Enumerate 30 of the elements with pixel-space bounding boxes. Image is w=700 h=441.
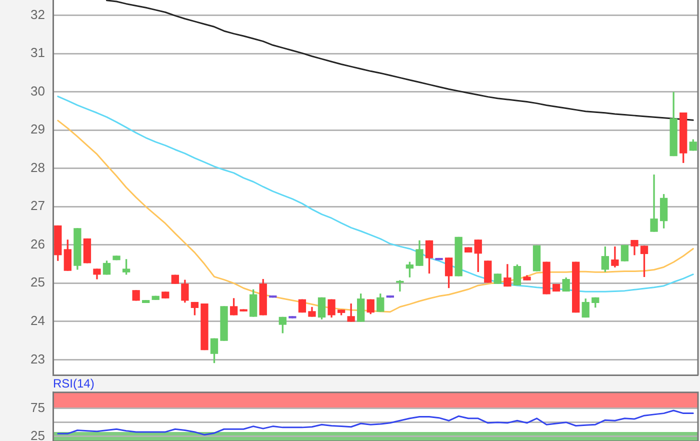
candlestick xyxy=(542,262,550,294)
y-tick-label: 27 xyxy=(30,198,45,214)
y-tick-label: 25 xyxy=(30,274,45,290)
candlestick xyxy=(435,258,443,260)
y-tick-label: 29 xyxy=(30,122,45,137)
y-tick-label: 24 xyxy=(30,313,45,328)
y-tick-label: 25 xyxy=(30,428,45,441)
candlestick xyxy=(171,274,179,284)
candlestick xyxy=(142,300,150,304)
candlestick xyxy=(552,284,560,292)
candlestick xyxy=(83,238,92,264)
candlestick xyxy=(572,262,580,313)
candlestick xyxy=(112,256,120,260)
y-tick-label: 31 xyxy=(30,45,45,60)
candlestick xyxy=(454,236,462,276)
candlestick xyxy=(484,260,492,283)
candlestick xyxy=(494,274,502,284)
candlestick xyxy=(464,247,472,252)
candlestick xyxy=(620,244,629,262)
y-tick-label: 23 xyxy=(30,351,45,366)
y-tick-label: 32 xyxy=(30,6,45,22)
chart-title: RSI(14) xyxy=(53,376,94,391)
candlestick xyxy=(220,306,228,341)
y-tick-label: 75 xyxy=(30,400,45,415)
candlestick xyxy=(200,303,208,350)
y-tick-label: 30 xyxy=(30,83,45,98)
candlestick xyxy=(162,292,170,298)
y-tick-label: 26 xyxy=(30,236,45,252)
y-tick-label: 28 xyxy=(30,160,45,175)
candlestick xyxy=(132,290,140,301)
